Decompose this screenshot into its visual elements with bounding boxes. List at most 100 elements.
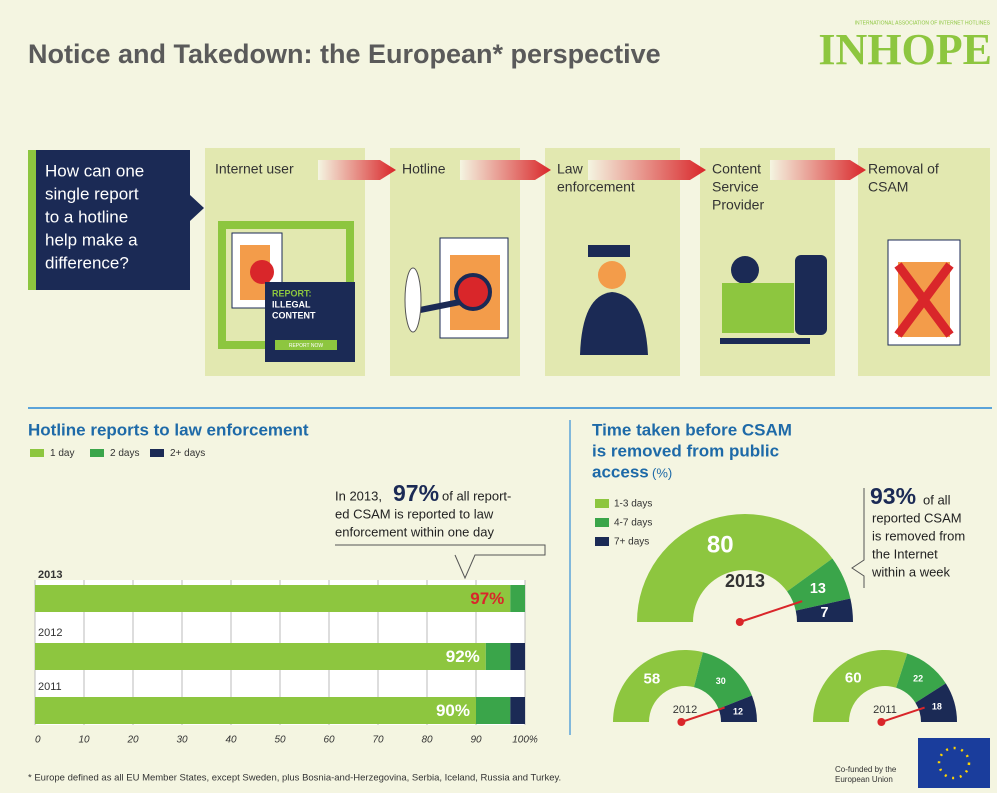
annotation-line: enforcement within one day: [335, 524, 494, 539]
value-label: 80: [707, 531, 734, 558]
x-tick-label: 50: [274, 735, 286, 746]
value-label: 13: [810, 581, 826, 597]
annotation-line: ed CSAM is reported to law: [335, 506, 494, 521]
logo: INHOPE: [818, 25, 992, 74]
gauge-segment: [613, 650, 703, 722]
category-label: 2012: [38, 627, 62, 639]
annotation-line: the Internet: [872, 546, 938, 561]
gauge-segment: [718, 695, 757, 722]
magnifier-handle: [419, 299, 461, 313]
gauge-year: 2013: [725, 571, 765, 591]
needle-hub: [877, 718, 886, 726]
logo-tagline: INTERNATIONAL ASSOCIATION OF INTERNET HO…: [855, 20, 991, 26]
annotation-bracket: [851, 488, 865, 588]
x-tick-label: 60: [323, 735, 335, 746]
question-box: [28, 150, 190, 290]
value-label: 58: [644, 670, 661, 687]
legend-label: 1 day: [50, 448, 74, 459]
legend-label: 2+ days: [170, 448, 205, 459]
x-tick-label: 10: [78, 735, 90, 746]
head: [731, 256, 759, 284]
step-label: Internet user: [215, 161, 294, 177]
gauge-segment: [915, 683, 957, 722]
x-tick-label: 90: [470, 735, 482, 746]
step-label: Service: [712, 179, 759, 195]
legend-swatch: [595, 518, 609, 527]
annotation-line: of all report-: [442, 488, 511, 503]
face: [598, 261, 626, 289]
question-line: How can one: [45, 161, 144, 180]
annotation-highlight: 97%: [393, 480, 439, 506]
gauge-segment: [693, 652, 752, 709]
category-label: 2013: [38, 569, 62, 581]
step-label: Provider: [712, 197, 764, 213]
step-label: Hotline: [402, 161, 446, 177]
chart-unit: (%): [652, 465, 672, 480]
arrow: [318, 160, 396, 180]
cofunded: Co-funded by the: [835, 765, 897, 774]
needle: [739, 600, 803, 623]
cross: [894, 262, 954, 338]
chart-title: access: [592, 462, 649, 481]
report-text: CONTENT: [272, 310, 316, 320]
question-line: to a hotline: [45, 207, 128, 226]
needle-hub: [735, 618, 744, 626]
bar-segment: [35, 643, 486, 670]
bar-segment: [476, 697, 511, 724]
desk: [720, 338, 810, 344]
gauge-segment: [787, 558, 851, 611]
value-label: 12: [733, 706, 743, 716]
question-line: single report: [45, 184, 139, 203]
gauge-year: 2012: [673, 704, 697, 716]
cofunded: European Union: [835, 775, 893, 784]
gauge-segment: [795, 598, 853, 622]
report-text: ILLEGAL: [272, 299, 311, 309]
report-button: [275, 340, 337, 350]
bar-segment: [510, 697, 525, 724]
x-tick-label: 70: [372, 735, 384, 746]
gauge-segment: [636, 513, 833, 622]
x-tick-label: 80: [421, 735, 433, 746]
value-label: 22: [913, 674, 923, 684]
chart-title: is removed from public: [592, 441, 779, 460]
step-label: Removal of: [868, 161, 939, 177]
bar-segment: [510, 585, 525, 612]
magnifier: [454, 273, 492, 311]
server: [795, 255, 827, 335]
report-text: REPORT:: [272, 288, 312, 298]
gauge-segment: [813, 650, 908, 722]
x-tick-label: 100%: [512, 735, 538, 746]
question-line: help make a: [45, 230, 138, 249]
annotation-pointer: [335, 544, 546, 580]
title: Notice and Takedown: the European* persp…: [28, 39, 661, 69]
legend-label: 1-3 days: [614, 499, 652, 510]
step-label: Law: [557, 161, 584, 177]
value-label: 97%: [470, 589, 504, 608]
x-tick-label: 40: [225, 735, 237, 746]
value-label: 7: [821, 605, 829, 621]
value-label: 30: [716, 676, 726, 686]
value-label: 60: [845, 669, 862, 686]
legend-swatch: [595, 537, 609, 546]
illustrations: [218, 221, 961, 362]
annotation-line: within a week: [871, 564, 951, 579]
category-label: 2011: [38, 681, 62, 693]
legend-swatch: [30, 449, 44, 457]
annotation-line: is removed from: [872, 528, 965, 543]
officer: [580, 292, 648, 355]
eu-flag: [918, 738, 990, 788]
report-button-label: REPORT NOW: [289, 343, 324, 349]
step-label: CSAM: [868, 179, 908, 195]
legend-label: 7+ days: [614, 537, 649, 548]
value-label: 92%: [446, 647, 480, 666]
value-label: 18: [932, 701, 942, 711]
annotation-line: reported CSAM: [872, 510, 962, 525]
bar-segment: [35, 585, 511, 612]
value-label: 90%: [436, 701, 470, 720]
laptop: [722, 283, 794, 333]
arrow: [770, 160, 866, 180]
bar-segment: [510, 643, 525, 670]
chart-title: Time taken before CSAM: [592, 420, 792, 439]
x-tick-label: 30: [176, 735, 188, 746]
